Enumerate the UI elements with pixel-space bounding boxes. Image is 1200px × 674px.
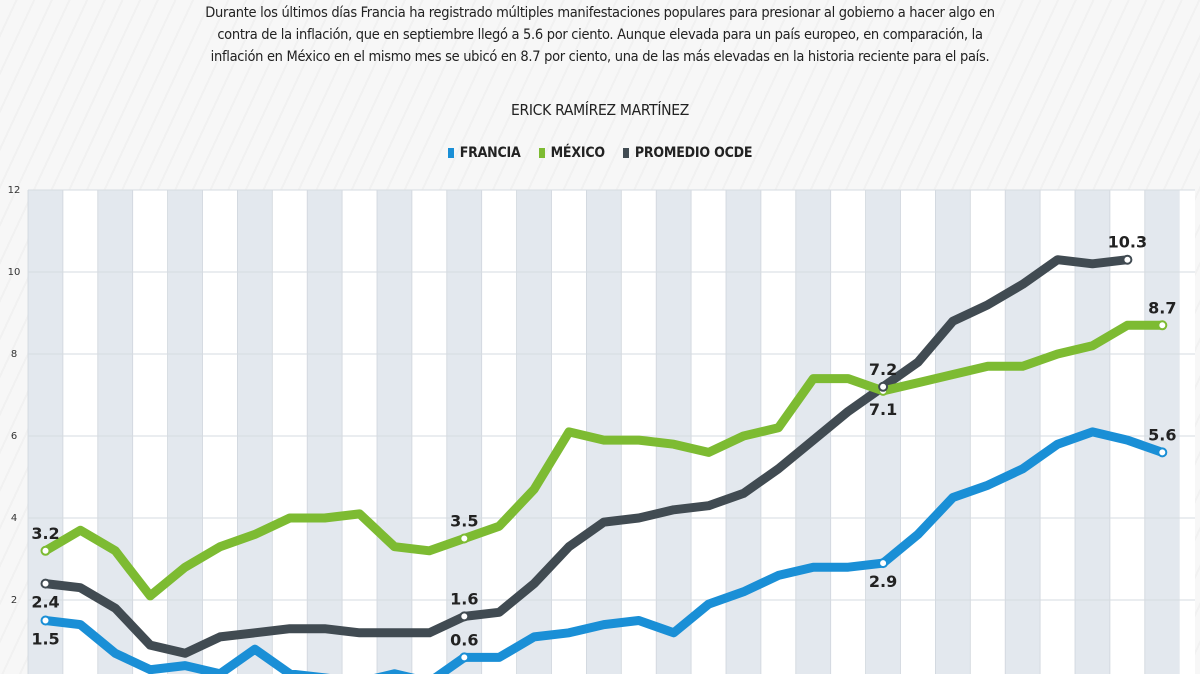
column-stripe xyxy=(516,190,552,674)
legend-item-ocde: PROMEDIO OCDE xyxy=(622,145,753,161)
data-label: 2.9 xyxy=(869,572,897,591)
intro-line: contra de la inflación, que en septiembr… xyxy=(217,27,983,43)
column-stripe xyxy=(377,190,412,674)
y-tick-label: 4 xyxy=(11,513,17,524)
column-stripe xyxy=(28,190,63,674)
data-point-marker xyxy=(459,652,470,663)
data-label: 7.2 xyxy=(869,360,897,379)
legend-swatch xyxy=(622,148,629,158)
data-point-marker xyxy=(878,558,889,569)
legend: FRANCIA MÉXICO PROMEDIO OCDE xyxy=(0,145,1200,161)
y-tick-label: 6 xyxy=(11,431,17,442)
intro-line: inflación en México en el mismo mes se u… xyxy=(210,49,990,65)
data-point-marker xyxy=(459,533,470,544)
data-label: 7.1 xyxy=(869,400,897,419)
column-stripe xyxy=(586,190,622,674)
data-label: 1.6 xyxy=(450,589,478,608)
column-stripe xyxy=(935,190,971,674)
column-stripe xyxy=(237,190,273,674)
data-label: 10.3 xyxy=(1108,233,1147,252)
column-stripe xyxy=(865,190,901,674)
data-point-marker xyxy=(40,578,51,589)
legend-item-mexico: MÉXICO xyxy=(538,145,605,161)
data-point-marker xyxy=(40,615,51,626)
y-tick-label: 10 xyxy=(8,267,21,278)
column-stripe xyxy=(446,190,482,674)
data-label: 3.5 xyxy=(450,512,478,531)
series-line-promedio-ocde xyxy=(41,255,1132,658)
data-label: 1.5 xyxy=(31,630,59,649)
legend-swatch xyxy=(538,148,545,158)
series-line-méxico xyxy=(41,320,1167,601)
column-stripe xyxy=(167,190,203,674)
legend-item-francia: FRANCIA xyxy=(447,145,521,161)
data-label: 0.6 xyxy=(450,630,478,649)
legend-label: MÉXICO xyxy=(550,145,605,161)
column-stripe xyxy=(307,190,343,674)
data-point-marker xyxy=(1157,447,1168,458)
column-stripe xyxy=(1005,190,1041,674)
y-tick-label: 8 xyxy=(11,349,17,360)
data-point-marker xyxy=(459,611,470,622)
data-label: 2.4 xyxy=(31,593,59,612)
data-point-marker xyxy=(1157,320,1168,331)
intro-text: Durante los últimos días Francia ha regi… xyxy=(0,2,1200,68)
legend-swatch xyxy=(447,148,454,158)
y-tick-label: 2 xyxy=(11,595,17,606)
data-point-marker xyxy=(40,545,51,556)
column-stripe xyxy=(97,190,133,674)
author-byline: ERICK RAMÍREZ MARTÍNEZ xyxy=(510,101,690,119)
y-tick-label: 12 xyxy=(8,185,21,196)
column-stripe xyxy=(656,190,692,674)
column-stripe xyxy=(1144,190,1180,674)
series-line-francia xyxy=(41,427,1167,674)
data-label: 3.2 xyxy=(31,524,59,543)
data-label: 5.6 xyxy=(1148,425,1176,444)
legend-label: PROMEDIO OCDE xyxy=(634,145,753,161)
data-label: 8.7 xyxy=(1148,298,1176,317)
data-point-marker xyxy=(1122,254,1133,265)
legend-label: FRANCIA xyxy=(459,145,521,161)
intro-line: Durante los últimos días Francia ha regi… xyxy=(205,5,995,21)
data-point-marker xyxy=(878,381,889,392)
